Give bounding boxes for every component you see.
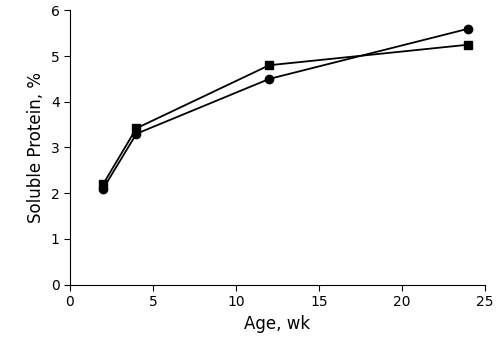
Y-axis label: Soluble Protein, %: Soluble Protein, %	[27, 72, 45, 223]
X-axis label: Age, wk: Age, wk	[244, 314, 310, 332]
